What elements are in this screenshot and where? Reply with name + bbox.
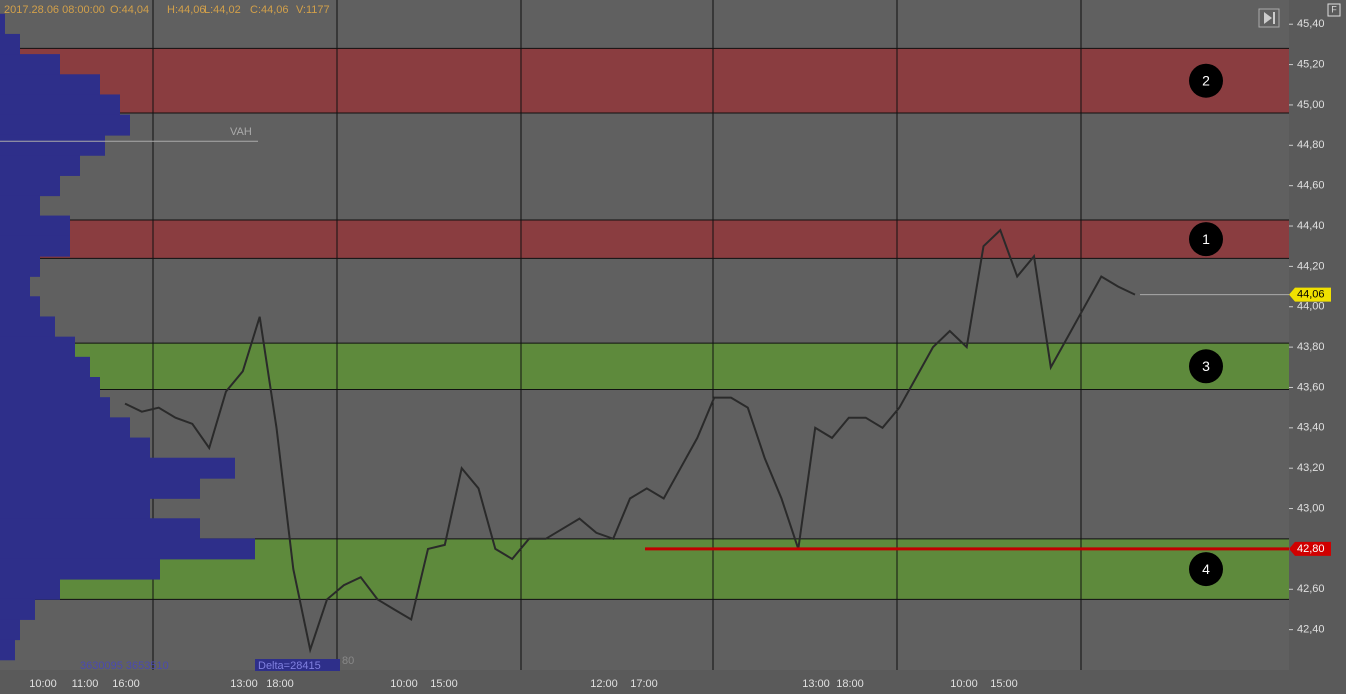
- y-tick-label: 44,80: [1297, 139, 1325, 151]
- bar-open: O:44,04: [110, 4, 149, 16]
- x-tick-label: 15:00: [430, 678, 458, 690]
- vah-label: VAH: [230, 126, 252, 138]
- profile-bar: [0, 155, 80, 176]
- current-price-tag: [1289, 287, 1331, 302]
- profile-bar: [0, 538, 255, 560]
- profile-bar: [0, 255, 40, 277]
- zone-badge: [1189, 222, 1223, 257]
- level-label: 42,80: [1297, 543, 1325, 555]
- x-tick-label: 11:00: [72, 678, 99, 690]
- zone-badge: [1189, 63, 1223, 98]
- y-tick-label: 44,60: [1297, 180, 1325, 192]
- level-tag: [1289, 541, 1331, 556]
- x-tick-label: 18:00: [266, 678, 294, 690]
- x-tick-label: 13:00: [802, 678, 830, 690]
- profile-bar: [0, 457, 235, 479]
- zone: [0, 48, 1289, 114]
- profile-bar: [0, 134, 105, 156]
- y-tick-label: 45,00: [1297, 99, 1325, 111]
- x-tick-label: 18:00: [836, 678, 864, 690]
- y-tick-label: 42,40: [1297, 624, 1325, 636]
- profile-bar: [0, 316, 55, 338]
- y-tick-label: 43,80: [1297, 341, 1325, 353]
- profile-bar: [0, 437, 150, 459]
- x-tick-label: 13:00: [230, 678, 258, 690]
- profile-bar: [0, 175, 60, 197]
- x-tick-label: 17:00: [630, 678, 658, 690]
- profile-bar: [0, 276, 30, 298]
- profile-bar: [0, 498, 150, 520]
- profile-bar: [0, 13, 5, 35]
- zone: [0, 343, 1289, 390]
- x-tick-label: 10:00: [29, 678, 57, 690]
- profile-bar: [0, 54, 60, 76]
- profile-bar: [0, 417, 130, 439]
- bar-close: C:44,06: [250, 4, 289, 16]
- zone: [0, 219, 1289, 259]
- zone-number: 2: [1202, 72, 1210, 88]
- bar-low: L:44,02: [204, 4, 241, 16]
- zone-number: 4: [1202, 561, 1210, 577]
- zone-number: 3: [1202, 358, 1210, 374]
- x-tick-label: 10:00: [390, 678, 418, 690]
- delta-box: [255, 659, 340, 671]
- bar-time: 2017.28.06 08:00:00: [4, 4, 105, 16]
- profile-volumes: 3630095 3653510: [80, 660, 169, 672]
- profile-bar: [0, 377, 100, 398]
- profile-bar: [0, 558, 160, 580]
- profile-bar: [0, 74, 100, 96]
- profile-bar: [0, 356, 90, 378]
- y-tick-label: 43,40: [1297, 422, 1325, 434]
- price-line: [124, 228, 1136, 654]
- profile-bar: [0, 114, 130, 136]
- x-tick-label: 12:00: [590, 678, 618, 690]
- scroll-end-icon: [1264, 12, 1275, 24]
- profile-bar: [0, 33, 20, 55]
- y-tick-label: 42,60: [1297, 583, 1325, 595]
- profile-bar: [0, 215, 70, 237]
- x-tick-label: 16:00: [112, 678, 140, 690]
- y-tick-label: 45,20: [1297, 58, 1325, 70]
- profile-bar: [0, 195, 40, 217]
- profile-bar: [0, 235, 70, 257]
- y-tick-label: 44,00: [1297, 301, 1325, 313]
- profile-bar: [0, 598, 35, 620]
- scroll-end-button[interactable]: [1258, 8, 1280, 28]
- x-tick-label: 10:00: [950, 678, 978, 690]
- profile-bar: [0, 639, 15, 661]
- y-tick-label: 43,60: [1297, 381, 1325, 393]
- profile-bar: [0, 477, 200, 499]
- y-tick-label: 43,00: [1297, 502, 1325, 514]
- zone-number: 1: [1202, 231, 1210, 247]
- profile-bar: [0, 94, 120, 116]
- current-price-label: 44,06: [1297, 289, 1325, 301]
- profile-bar: [0, 578, 60, 600]
- profile-bar: [0, 619, 20, 641]
- profile-bar: [0, 397, 110, 419]
- y-tick-label: 43,20: [1297, 462, 1325, 474]
- settings-button[interactable]: [1327, 3, 1341, 17]
- profile-bar: [0, 296, 40, 318]
- time-axis-bg: [0, 670, 1289, 694]
- price-axis-bg: [1289, 0, 1346, 694]
- bar-volume: V:1177: [296, 4, 330, 16]
- y-tick-label: 44,40: [1297, 220, 1325, 232]
- bar-high: H:44,06: [167, 4, 206, 16]
- zone-badge: [1189, 349, 1223, 384]
- x-tick-label: 15:00: [990, 678, 1018, 690]
- profile-delta: Delta=28415: [258, 660, 321, 672]
- y-tick-label: 44,20: [1297, 260, 1325, 272]
- profile-bar: [0, 518, 200, 540]
- profile-extra: 80: [342, 655, 354, 667]
- y-tick-label: 45,40: [1297, 18, 1325, 30]
- profile-bar: [0, 336, 75, 358]
- settings-icon: F: [1331, 4, 1337, 14]
- zone-badge: [1189, 552, 1223, 587]
